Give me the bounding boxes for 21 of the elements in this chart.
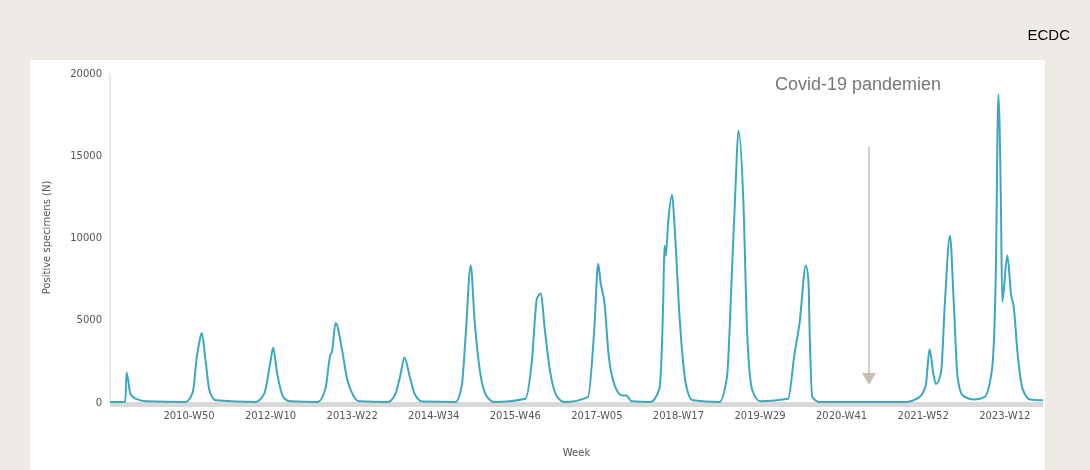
- x-tick-label: 2015-W46: [489, 410, 541, 421]
- x-tick-label: 2013-W22: [326, 410, 378, 421]
- x-tick-label: 2019-W29: [734, 410, 786, 421]
- y-tick-label: 0: [95, 396, 102, 408]
- line-series: [109, 93, 1044, 403]
- x-tick-label: 2018-W17: [652, 410, 705, 421]
- text: ECDC: [1027, 26, 1071, 43]
- x-tick-label: 2020-W41: [815, 410, 868, 421]
- y-tick-label: 5000: [76, 314, 102, 326]
- x-tick-label: 2023-W12: [979, 410, 1031, 421]
- y-tick-label: 20000: [70, 67, 102, 79]
- x-tick-label: 2017-W05: [571, 410, 623, 421]
- annotation: Covid-19 pandemien: [774, 74, 942, 94]
- x-tick-label: 2021-W52: [897, 410, 949, 421]
- y-tick-label: 10000: [70, 232, 102, 243]
- y-axis-title: Positive specimens (N): [41, 180, 52, 295]
- y-tick-label: 15000: [70, 149, 102, 161]
- x-tick-label: 2014-W34: [408, 410, 460, 421]
- x-axis-title: Week: [562, 447, 591, 458]
- x-tick-label: 2012-W10: [244, 410, 297, 421]
- x-tick-label: 2010-W50: [163, 410, 215, 421]
